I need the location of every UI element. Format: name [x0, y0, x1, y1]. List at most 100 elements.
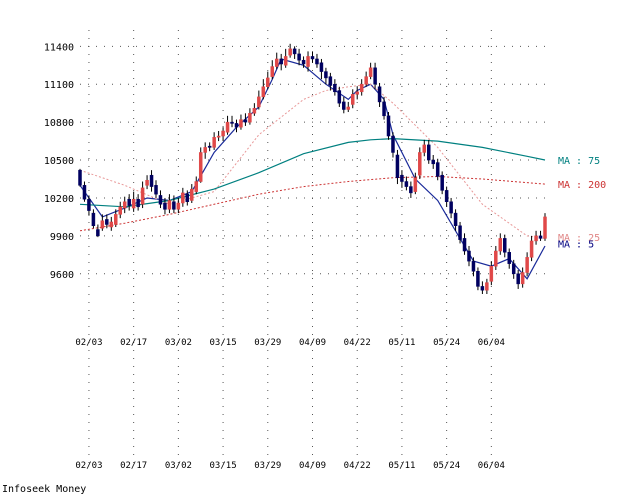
candle-45	[279, 53, 283, 71]
candle-2	[87, 195, 91, 216]
candle-53	[315, 53, 319, 68]
x-tick-label-1: 02/17	[120, 338, 147, 348]
candle-94	[498, 233, 503, 255]
ma-line-2	[79, 137, 546, 208]
candle-body-1	[82, 185, 87, 200]
candle-54	[319, 58, 324, 80]
x-tick-label-lower-2: 03/02	[165, 461, 192, 471]
y-axis-ticks: 11400 11100 10800 10500 10200 9900 9600	[44, 42, 74, 280]
candle-22	[176, 197, 181, 214]
candle-body-32	[221, 130, 225, 137]
candle-body-46	[283, 56, 288, 66]
candle-8	[114, 209, 118, 228]
candle-40	[257, 90, 261, 110]
candle-body-15	[145, 180, 149, 186]
candle-body-57	[333, 83, 337, 93]
ma-line-0	[79, 58, 546, 280]
candle-body-11	[127, 198, 131, 206]
candle-body-78	[427, 144, 431, 161]
candle-72	[400, 170, 404, 188]
candle-5	[100, 214, 105, 231]
candle-body-83	[449, 201, 453, 214]
candle-body-96	[507, 252, 511, 264]
candle-97	[511, 259, 516, 279]
candle-body-63	[359, 83, 364, 93]
candle-59	[342, 96, 346, 114]
candle-32	[221, 127, 225, 142]
candle-body-88	[471, 260, 476, 272]
candle-body-79	[431, 159, 435, 165]
ma-line-3	[79, 175, 546, 232]
candle-31	[216, 130, 221, 142]
candle-body-39	[252, 107, 257, 114]
candle-body-75	[413, 177, 418, 192]
candle-body-38	[248, 113, 252, 123]
candle-24	[185, 190, 190, 206]
candle-89	[476, 267, 480, 291]
candle-body-89	[476, 270, 480, 287]
candle-15	[145, 175, 149, 190]
candle-body-56	[328, 76, 333, 86]
candle-78	[427, 139, 431, 164]
candle-body-55	[324, 71, 328, 79]
candle-body-69	[386, 115, 391, 137]
candle-body-64	[364, 76, 368, 85]
y-tick-label-4: 10200	[44, 194, 74, 205]
candle-103	[538, 230, 543, 241]
candle-98	[516, 269, 520, 289]
candle-body-5	[100, 220, 105, 229]
candle-1	[82, 181, 87, 202]
candle-99	[520, 267, 525, 288]
candle-body-91	[485, 282, 489, 291]
candle-body-104	[543, 216, 547, 239]
candle-body-65	[368, 67, 373, 77]
x-axis-ticks-volume: 02/03 02/17 03/02 03/15 03/29 04/09 04/22 05/11…	[75, 461, 504, 471]
x-tick-label-7: 05/11	[388, 338, 415, 348]
candle-96	[507, 248, 511, 269]
x-tick-label-8: 05/24	[433, 338, 460, 348]
candle-39	[252, 103, 257, 116]
candle-14	[140, 181, 145, 209]
candle-body-18	[158, 195, 163, 205]
candle-46	[283, 48, 288, 68]
candle-body-82	[444, 190, 449, 202]
x-tick-label-lower-1: 02/17	[120, 461, 147, 471]
candle-30	[212, 132, 216, 150]
x-tick-label-lower-3: 03/15	[210, 461, 237, 471]
candle-body-90	[480, 286, 485, 291]
candle-body-62	[355, 91, 359, 95]
candle-body-42	[266, 77, 270, 88]
candle-60	[346, 101, 351, 113]
candle-82	[444, 186, 449, 207]
y-tick-label-3: 10500	[44, 156, 74, 167]
candle-92	[489, 261, 494, 286]
candle-body-61	[350, 94, 355, 105]
candle-44	[274, 52, 279, 70]
candle-50	[301, 56, 306, 68]
grid	[80, 30, 548, 470]
candle-body-29	[207, 145, 212, 148]
candle-body-6	[105, 219, 109, 225]
x-tick-label-5: 04/09	[299, 338, 326, 348]
candle-body-25	[190, 188, 194, 201]
candle-body-71	[395, 154, 400, 178]
candle-body-85	[458, 225, 462, 240]
candle-body-12	[131, 198, 136, 209]
candle-79	[431, 154, 435, 169]
candle-57	[333, 79, 337, 96]
candle-41	[261, 79, 266, 100]
candle-47	[288, 43, 292, 58]
candle-body-22	[176, 202, 181, 210]
candle-95	[503, 234, 507, 258]
ma-label-0: MA : 75	[558, 156, 600, 167]
candle-34	[230, 115, 234, 128]
candle-body-30	[212, 137, 216, 148]
candle-101	[529, 235, 534, 262]
candle-80	[435, 158, 440, 181]
moving-average-lines	[79, 58, 546, 280]
candle-body-52	[310, 56, 315, 60]
candle-body-4	[96, 229, 100, 237]
candle-body-40	[257, 96, 261, 108]
candle-18	[158, 190, 163, 209]
